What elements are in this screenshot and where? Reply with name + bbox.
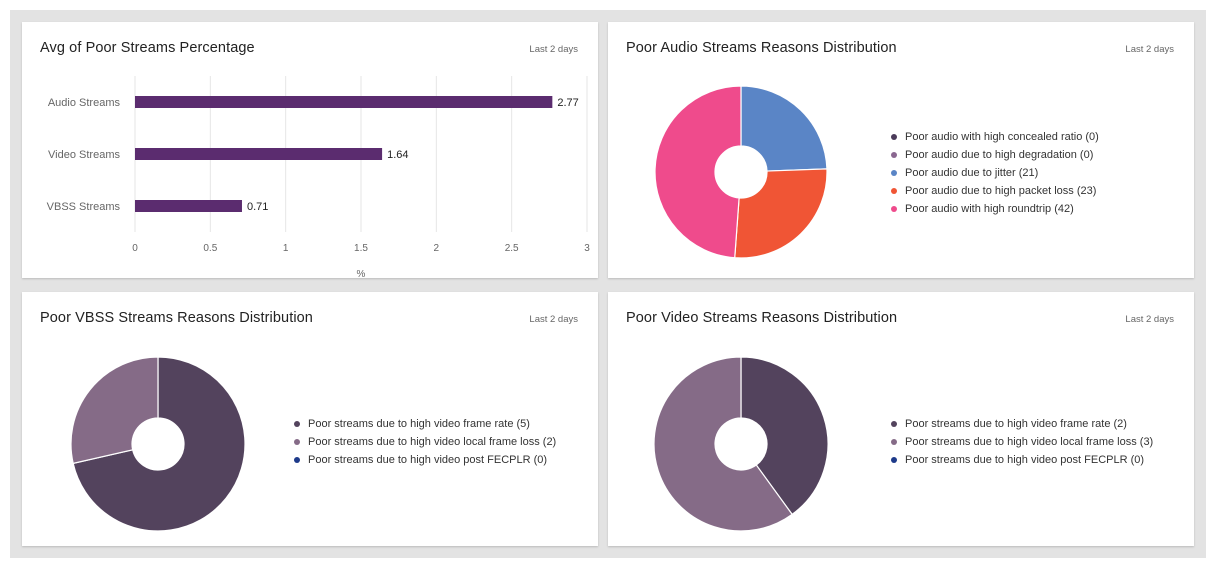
poor-audio-reasons-card: Poor Audio Streams Reasons Distribution … — [608, 22, 1194, 278]
x-tick-label: 2 — [434, 243, 440, 254]
legend-item[interactable]: Poor streams due to high video frame rat… — [294, 415, 556, 433]
legend-swatch — [891, 206, 897, 212]
legend-swatch — [891, 152, 897, 158]
legend-item[interactable]: Poor audio with high concealed ratio (0) — [891, 128, 1099, 146]
legend-swatch — [294, 439, 300, 445]
legend-item[interactable]: Poor streams due to high video post FECP… — [294, 451, 556, 469]
pie-slice[interactable] — [72, 356, 246, 532]
card-title: Poor Audio Streams Reasons Distribution — [626, 40, 897, 56]
x-tick-label: 0 — [132, 243, 138, 254]
pie-slice[interactable] — [740, 356, 829, 516]
legend-item[interactable]: Poor audio due to jitter (21) — [891, 164, 1099, 182]
pie-slice[interactable] — [734, 168, 828, 259]
dashboard: Avg of Poor Streams Percentage Last 2 da… — [10, 10, 1206, 558]
bar-value-label: 2.77 — [557, 97, 578, 109]
bar-value-label: 0.71 — [247, 201, 268, 213]
date-range-label: Last 2 days — [1125, 314, 1174, 325]
legend-label: Poor streams due to high video post FECP… — [905, 454, 1145, 466]
legend-item[interactable]: Poor streams due to high video frame rat… — [891, 415, 1153, 433]
bar[interactable] — [135, 148, 383, 160]
x-tick-label: 2.5 — [505, 243, 519, 254]
pie-slice[interactable] — [654, 85, 742, 259]
legend-swatch — [891, 134, 897, 140]
legend-item[interactable]: Poor streams due to high video local fra… — [294, 433, 556, 451]
legend-item[interactable]: Poor audio due to high degradation (0) — [891, 146, 1099, 164]
pie-slice[interactable] — [653, 356, 793, 532]
donut-chart — [654, 85, 828, 259]
x-tick-label: 3 — [584, 243, 590, 254]
card-title: Poor Video Streams Reasons Distribution — [626, 310, 898, 326]
legend-item[interactable]: Poor streams due to high video local fra… — [891, 433, 1153, 451]
legend-label: Poor streams due to high video frame rat… — [905, 418, 1127, 430]
legend-label: Poor audio due to jitter (21) — [905, 167, 1039, 179]
y-category-label: Video Streams — [48, 149, 120, 161]
legend-label: Poor audio due to high packet loss (23) — [905, 185, 1097, 197]
y-category-label: VBSS Streams — [47, 201, 121, 213]
legend-label: Poor audio due to high degradation (0) — [905, 149, 1094, 161]
poor-vbss-reasons-card: Poor VBSS Streams Reasons Distribution L… — [22, 292, 598, 546]
x-tick-label: 1.5 — [354, 243, 368, 254]
poor-video-reasons-card: Poor Video Streams Reasons Distribution … — [608, 292, 1194, 546]
legend-swatch — [891, 421, 897, 427]
card-title: Avg of Poor Streams Percentage — [40, 40, 255, 56]
chart-legend: Poor streams due to high video frame rat… — [891, 415, 1153, 469]
x-tick-label: 0.5 — [203, 243, 217, 254]
bar[interactable] — [135, 96, 553, 108]
legend-label: Poor streams due to high video local fra… — [905, 436, 1154, 448]
legend-swatch — [891, 188, 897, 194]
avg-poor-streams-card: Avg of Poor Streams Percentage Last 2 da… — [22, 22, 598, 278]
date-range-label: Last 2 days — [529, 44, 578, 55]
legend-swatch — [891, 170, 897, 176]
y-category-label: Audio Streams — [48, 97, 121, 109]
legend-label: Poor audio with high concealed ratio (0) — [905, 131, 1099, 143]
legend-swatch — [294, 457, 300, 463]
date-range-label: Last 2 days — [529, 314, 578, 325]
donut-chart — [653, 356, 829, 532]
legend-label: Poor audio with high roundtrip (42) — [905, 203, 1074, 215]
legend-swatch — [891, 439, 897, 445]
legend-label: Poor streams due to high video frame rat… — [308, 418, 530, 430]
pie-slice[interactable] — [740, 85, 828, 172]
legend-label: Poor streams due to high video local fra… — [308, 436, 557, 448]
legend-item[interactable]: Poor audio due to high packet loss (23) — [891, 182, 1099, 200]
bar-value-label: 1.64 — [387, 149, 408, 161]
date-range-label: Last 2 days — [1125, 44, 1174, 55]
legend-item[interactable]: Poor audio with high roundtrip (42) — [891, 200, 1099, 218]
bar-chart: 0 0.5 1 1.5 2 2.5 3 Audio Streams 2.77 Video Stre… — [47, 76, 590, 278]
chart-legend: Poor streams due to high video frame rat… — [294, 415, 556, 469]
bar[interactable] — [135, 200, 242, 212]
legend-swatch — [891, 457, 897, 463]
x-axis-label: % — [357, 269, 366, 278]
legend-item[interactable]: Poor streams due to high video post FECP… — [891, 451, 1153, 469]
donut-chart — [70, 356, 246, 532]
legend-swatch — [294, 421, 300, 427]
legend-label: Poor streams due to high video post FECP… — [308, 454, 548, 466]
card-title: Poor VBSS Streams Reasons Distribution — [40, 310, 313, 326]
x-tick-label: 1 — [283, 243, 289, 254]
pie-slice[interactable] — [70, 356, 159, 465]
chart-legend: Poor audio with high concealed ratio (0)… — [891, 128, 1099, 218]
